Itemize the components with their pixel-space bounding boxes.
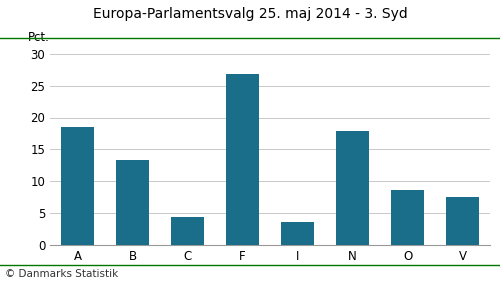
Bar xyxy=(446,197,479,245)
Bar xyxy=(391,190,424,245)
Bar xyxy=(226,74,259,245)
Bar xyxy=(171,217,204,245)
Text: Pct.: Pct. xyxy=(28,31,50,44)
Text: © Danmarks Statistik: © Danmarks Statistik xyxy=(5,268,118,279)
Text: Europa-Parlamentsvalg 25. maj 2014 - 3. Syd: Europa-Parlamentsvalg 25. maj 2014 - 3. … xyxy=(92,7,407,21)
Bar xyxy=(281,222,314,245)
Bar xyxy=(116,160,149,245)
Bar xyxy=(336,131,369,245)
Bar xyxy=(61,127,94,245)
